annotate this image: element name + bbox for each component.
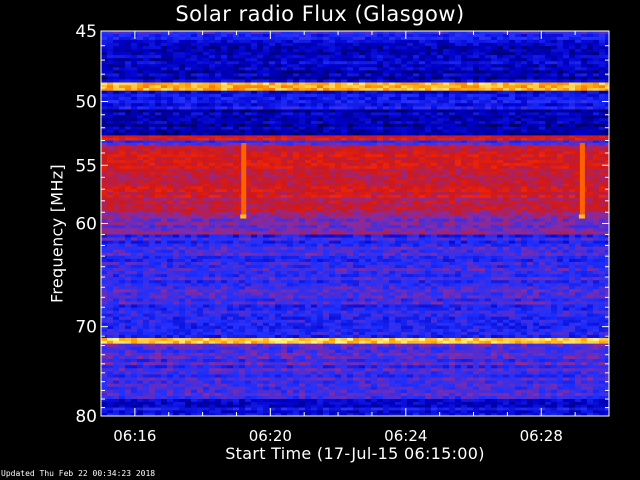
spectrogram-band xyxy=(101,90,609,110)
spectrogram-band xyxy=(101,135,609,141)
spectrogram-band xyxy=(101,82,609,92)
spectrogram-band xyxy=(101,39,609,83)
y-tick-label: 80 xyxy=(75,407,97,427)
burst-mark xyxy=(579,143,585,218)
updated-timestamp: Updated Thu Feb 22 00:34:23 2018 xyxy=(1,469,156,478)
y-tick-label: 70 xyxy=(75,318,97,338)
chart-title: Solar radio Flux (Glasgow) xyxy=(175,2,465,26)
spectrogram-band xyxy=(101,31,609,41)
spectrogram-band xyxy=(101,399,609,417)
x-tick-label: 06:24 xyxy=(384,427,427,445)
x-tick-label: 06:16 xyxy=(113,427,156,445)
spectrogram-band xyxy=(101,234,609,339)
plot-area xyxy=(101,31,609,417)
y-axis-label: Frequency [MHz] xyxy=(47,164,67,303)
spectrogram-band xyxy=(101,189,609,213)
y-tick-label: 55 xyxy=(75,156,97,176)
spectrogram-band xyxy=(101,109,609,136)
x-axis-label: Start Time (17-Jul-15 06:15:00) xyxy=(225,444,485,463)
burst-mark xyxy=(241,143,247,218)
burst-mark xyxy=(240,214,247,219)
burst-mark xyxy=(578,214,585,219)
spectrogram-band xyxy=(101,338,609,345)
x-tick-label: 06:28 xyxy=(520,427,563,445)
y-tick-label: 50 xyxy=(75,93,97,113)
spectrogram-band xyxy=(101,140,609,146)
chart-axes: 45 50 55 60 70 80 06:16 06:20 06:24 06:28 xyxy=(75,22,610,445)
spectrogram-band xyxy=(101,343,609,400)
x-tick-label: 06:20 xyxy=(249,427,292,445)
y-tick-label: 60 xyxy=(75,215,97,235)
spectrogram-band xyxy=(101,212,609,235)
y-tick-label: 45 xyxy=(75,22,97,42)
spectrogram-band xyxy=(101,145,609,190)
